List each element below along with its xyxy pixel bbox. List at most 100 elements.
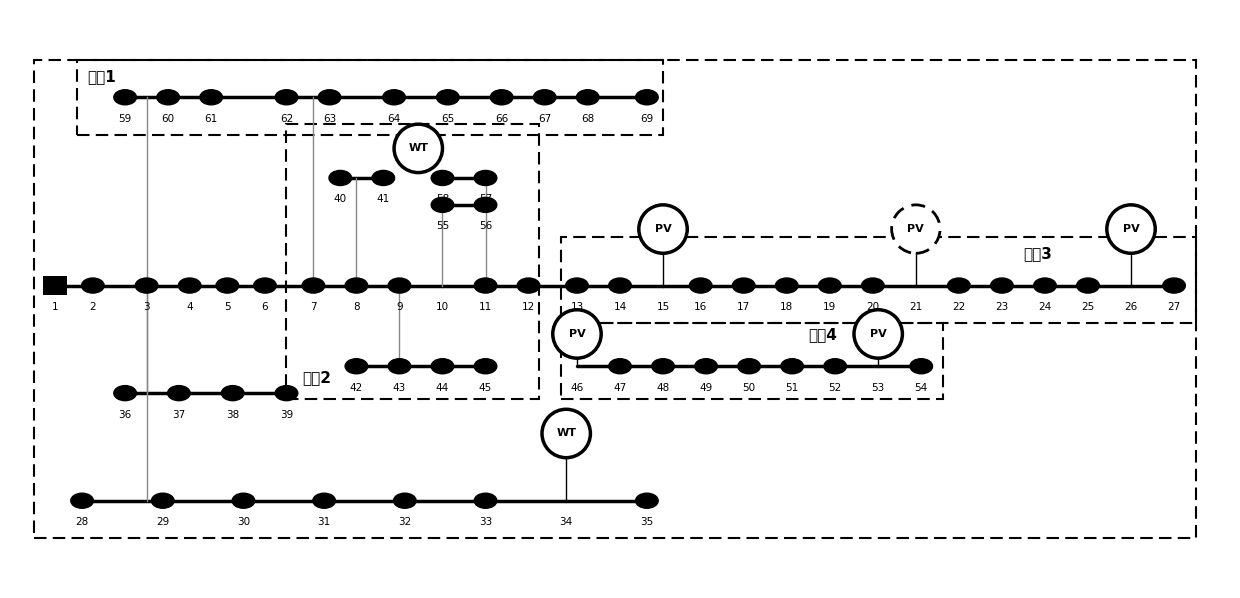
- Ellipse shape: [345, 278, 368, 293]
- Text: 55: 55: [436, 221, 449, 231]
- Ellipse shape: [167, 386, 190, 401]
- Ellipse shape: [312, 493, 336, 508]
- Circle shape: [394, 124, 443, 173]
- Circle shape: [854, 310, 903, 358]
- Ellipse shape: [232, 493, 254, 508]
- Text: 62: 62: [280, 114, 293, 124]
- Text: 49: 49: [699, 383, 713, 393]
- Text: 48: 48: [656, 383, 670, 393]
- Text: 42: 42: [350, 383, 363, 393]
- Text: 64: 64: [387, 114, 401, 124]
- Ellipse shape: [200, 90, 222, 105]
- Text: 53: 53: [872, 383, 885, 393]
- Text: 3: 3: [144, 302, 150, 312]
- Ellipse shape: [388, 278, 410, 293]
- Text: 36: 36: [119, 410, 131, 420]
- Text: 58: 58: [436, 194, 449, 205]
- Ellipse shape: [474, 197, 497, 212]
- Text: WT: WT: [557, 429, 577, 438]
- FancyBboxPatch shape: [43, 276, 67, 295]
- Ellipse shape: [991, 278, 1013, 293]
- Text: 43: 43: [393, 383, 405, 393]
- Text: 4: 4: [186, 302, 193, 312]
- Text: PV: PV: [655, 224, 671, 234]
- Ellipse shape: [151, 493, 174, 508]
- Ellipse shape: [114, 90, 136, 105]
- Ellipse shape: [474, 278, 497, 293]
- Ellipse shape: [303, 278, 325, 293]
- Circle shape: [892, 205, 940, 254]
- Ellipse shape: [636, 493, 658, 508]
- Text: 30: 30: [237, 517, 250, 527]
- Circle shape: [553, 310, 601, 358]
- Ellipse shape: [345, 359, 368, 374]
- Text: 67: 67: [538, 114, 552, 124]
- Ellipse shape: [432, 197, 454, 212]
- Text: 44: 44: [436, 383, 449, 393]
- Text: PV: PV: [1122, 224, 1140, 234]
- Ellipse shape: [577, 90, 599, 105]
- Text: 19: 19: [823, 302, 837, 312]
- Text: 65: 65: [441, 114, 455, 124]
- Text: 31: 31: [317, 517, 331, 527]
- Text: 33: 33: [479, 517, 492, 527]
- Ellipse shape: [179, 278, 201, 293]
- Ellipse shape: [823, 359, 847, 374]
- Ellipse shape: [910, 359, 932, 374]
- Ellipse shape: [275, 90, 298, 105]
- Text: 38: 38: [226, 410, 239, 420]
- Text: 8: 8: [353, 302, 360, 312]
- Ellipse shape: [517, 278, 539, 293]
- Ellipse shape: [1034, 278, 1056, 293]
- Text: 32: 32: [398, 517, 412, 527]
- Ellipse shape: [947, 278, 970, 293]
- Text: 25: 25: [1081, 302, 1095, 312]
- Text: 56: 56: [479, 221, 492, 231]
- Text: PV: PV: [569, 329, 585, 339]
- Text: 23: 23: [996, 302, 1008, 312]
- Ellipse shape: [862, 278, 884, 293]
- Text: 54: 54: [915, 383, 928, 393]
- Text: 10: 10: [436, 302, 449, 312]
- Text: 47: 47: [614, 383, 626, 393]
- Ellipse shape: [781, 359, 804, 374]
- Text: 5: 5: [224, 302, 231, 312]
- Ellipse shape: [254, 278, 277, 293]
- Text: PV: PV: [869, 329, 887, 339]
- Text: 40: 40: [334, 194, 347, 205]
- Ellipse shape: [474, 493, 497, 508]
- Text: 63: 63: [322, 114, 336, 124]
- Text: 34: 34: [559, 517, 573, 527]
- Ellipse shape: [135, 278, 157, 293]
- Text: 61: 61: [205, 114, 218, 124]
- Text: 18: 18: [780, 302, 794, 312]
- Text: 68: 68: [582, 114, 594, 124]
- Ellipse shape: [393, 493, 417, 508]
- Text: 6: 6: [262, 302, 268, 312]
- Text: 39: 39: [280, 410, 293, 420]
- Text: 分区1: 分区1: [88, 69, 117, 84]
- Text: 69: 69: [640, 114, 653, 124]
- Ellipse shape: [474, 359, 497, 374]
- Text: 11: 11: [479, 302, 492, 312]
- Text: 15: 15: [656, 302, 670, 312]
- Text: 21: 21: [909, 302, 923, 312]
- Text: 16: 16: [694, 302, 707, 312]
- Ellipse shape: [565, 278, 588, 293]
- Ellipse shape: [275, 386, 298, 401]
- Ellipse shape: [319, 90, 341, 105]
- Ellipse shape: [1163, 278, 1185, 293]
- Ellipse shape: [436, 90, 459, 105]
- Text: 26: 26: [1125, 302, 1137, 312]
- Text: PV: PV: [908, 224, 924, 234]
- Ellipse shape: [432, 170, 454, 185]
- Ellipse shape: [474, 170, 497, 185]
- Ellipse shape: [738, 359, 760, 374]
- Ellipse shape: [689, 278, 712, 293]
- Text: 35: 35: [640, 517, 653, 527]
- Circle shape: [639, 205, 687, 254]
- Text: 27: 27: [1167, 302, 1180, 312]
- Circle shape: [542, 409, 590, 457]
- Ellipse shape: [216, 278, 238, 293]
- Ellipse shape: [609, 359, 631, 374]
